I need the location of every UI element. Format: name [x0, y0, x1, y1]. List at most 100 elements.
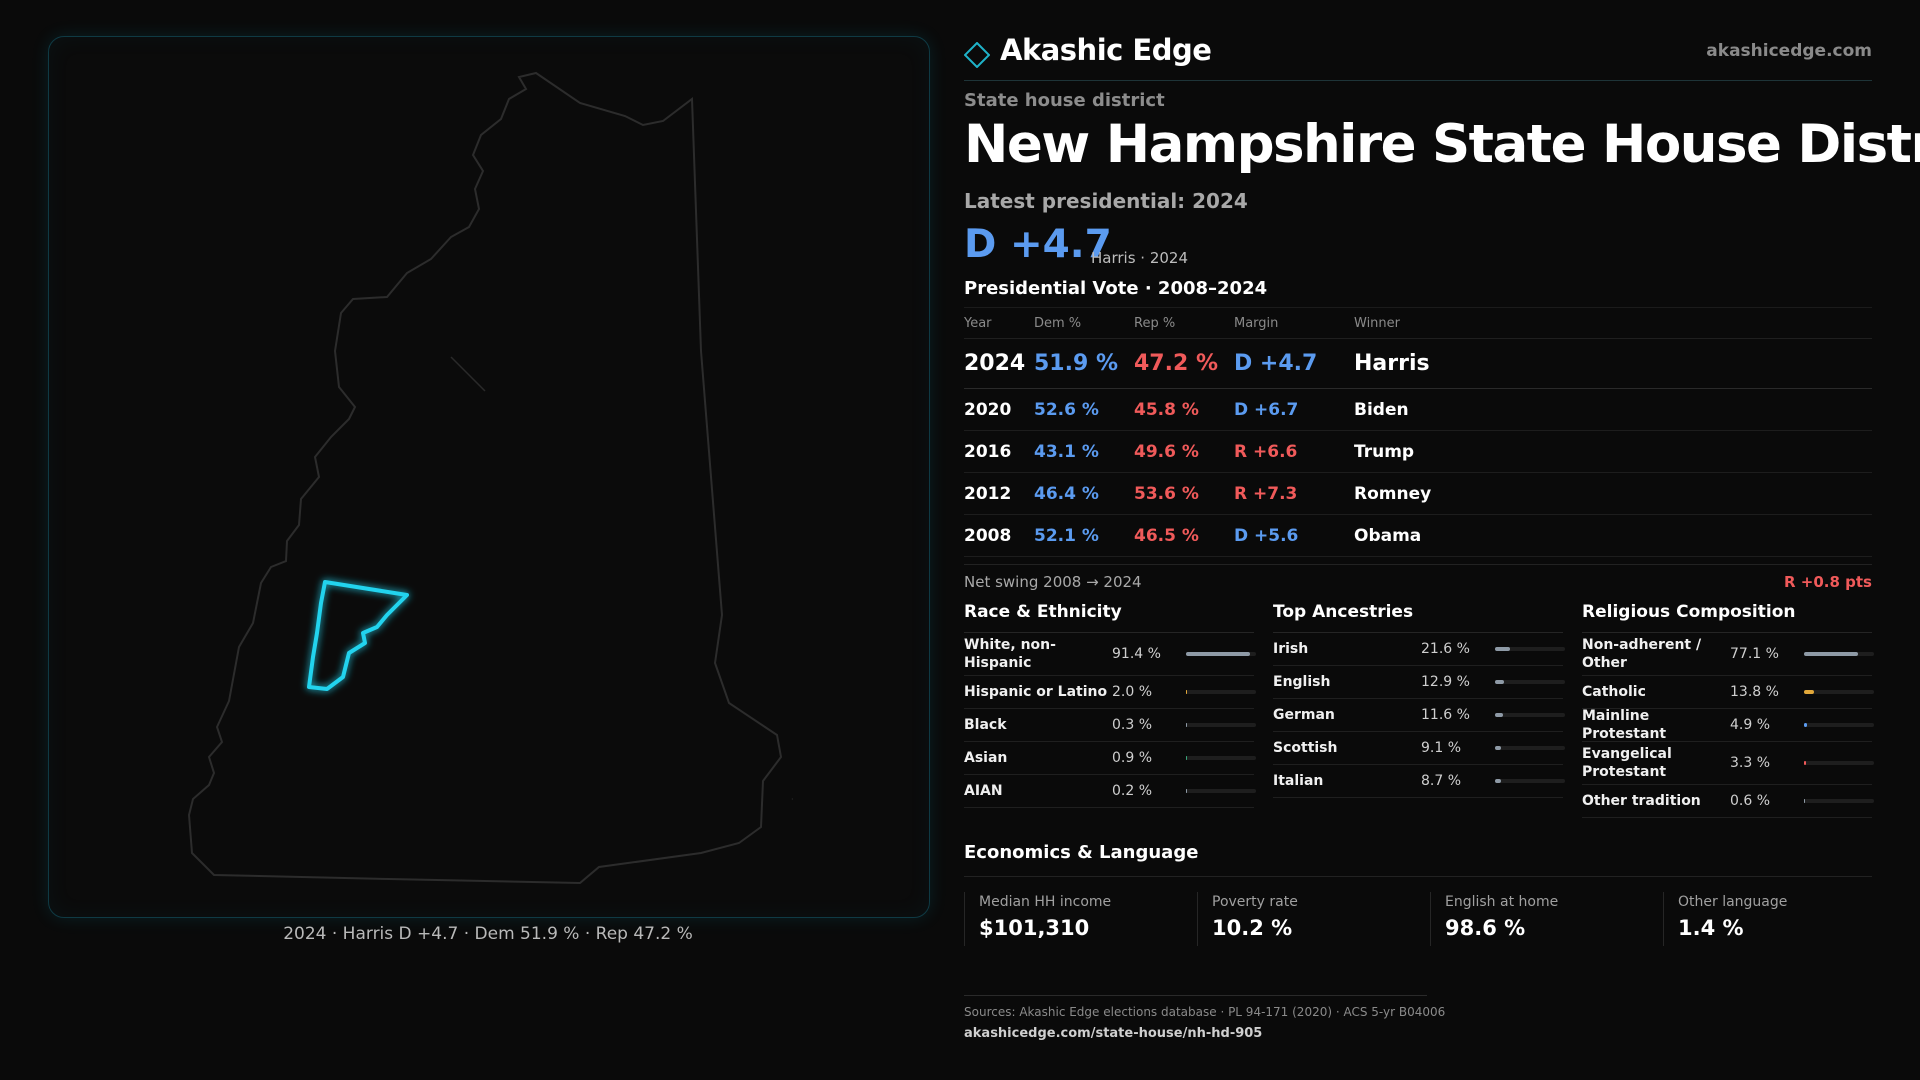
item-label: Mainline Protestant	[1582, 708, 1667, 742]
stat-card: English at home 98.6 %	[1430, 888, 1658, 950]
cell-dem: 52.6 %	[1034, 388, 1134, 431]
item-value: 0.2 %	[1112, 783, 1153, 799]
cell-dem: 52.1 %	[1034, 514, 1134, 557]
list-item: Asian 0.9 %	[964, 742, 1256, 775]
latest-presidential-label: Latest presidential: 2024	[964, 189, 1248, 213]
stat-value: 10.2 %	[1212, 916, 1293, 940]
cell-winner: Biden	[1354, 388, 1872, 431]
list-item: Evangelical Protestant 3.3 %	[1582, 742, 1874, 785]
table-row: 2020 52.6 % 45.8 % D +6.7 Biden	[964, 388, 1872, 431]
item-value: 9.1 %	[1421, 740, 1462, 756]
presidential-vote-title: Presidential Vote · 2008–2024	[964, 278, 1268, 299]
item-value: 2.0 %	[1112, 684, 1153, 700]
share-bar	[1804, 690, 1874, 694]
item-label: Non-adherent / Other	[1582, 637, 1702, 671]
brand-header: Akashic Edge akashicedge.com	[964, 30, 1872, 81]
share-bar-fill	[1186, 690, 1188, 694]
district-type: State house district	[964, 90, 1165, 111]
stat-label: Other language	[1678, 894, 1788, 910]
table-row: 2024 51.9 % 47.2 % D +4.7 Harris	[964, 338, 1872, 389]
list-item: Other tradition 0.6 %	[1582, 785, 1874, 818]
net-swing-label: Net swing 2008 → 2024	[964, 573, 1142, 591]
item-value: 8.7 %	[1421, 773, 1462, 789]
cell-rep: 46.5 %	[1134, 514, 1234, 557]
cell-winner: Trump	[1354, 430, 1872, 473]
col-rep: Rep %	[1134, 307, 1234, 339]
share-bar-fill	[1186, 756, 1188, 760]
stat-card: Median HH income $101,310	[964, 888, 1192, 950]
ancestry-title: Top Ancestries	[1273, 602, 1563, 633]
sources-divider	[964, 995, 1427, 996]
cell-dem: 51.9 %	[1034, 338, 1134, 389]
item-label: AIAN	[964, 783, 1003, 799]
item-value: 91.4 %	[1112, 646, 1161, 662]
state-outline	[187, 71, 783, 885]
item-label: Asian	[964, 750, 1008, 766]
table-header-row: Year Dem % Rep % Margin Winner	[964, 307, 1872, 339]
sources-url-link[interactable]: akashicedge.com/state-house/nh-hd-905	[964, 1026, 1263, 1041]
item-value: 13.8 %	[1730, 684, 1779, 700]
item-value: 21.6 %	[1421, 641, 1470, 657]
item-value: 0.9 %	[1112, 750, 1153, 766]
cell-dem: 43.1 %	[1034, 430, 1134, 473]
district-map[interactable]: ·	[48, 36, 930, 918]
item-label: Hispanic or Latino	[964, 684, 1108, 700]
share-bar-fill	[1495, 647, 1511, 651]
share-bar	[1495, 647, 1565, 651]
map-dot: ·	[791, 795, 794, 804]
brand-url-link[interactable]: akashicedge.com	[1706, 41, 1872, 61]
share-bar-fill	[1804, 652, 1858, 656]
cell-margin: D +6.7	[1234, 388, 1354, 431]
religion-section: Religious Composition Non-adherent / Oth…	[1582, 602, 1874, 818]
share-bar-fill	[1186, 789, 1188, 793]
stat-card: Other language 1.4 %	[1663, 888, 1891, 950]
share-bar	[1186, 690, 1256, 694]
cell-year: 2020	[964, 388, 1034, 431]
table-row: 2008 52.1 % 46.5 % D +5.6 Obama	[964, 514, 1872, 557]
cell-winner: Romney	[1354, 472, 1872, 515]
stat-value: 98.6 %	[1445, 916, 1526, 940]
list-item: Non-adherent / Other 77.1 %	[1582, 633, 1874, 676]
share-bar	[1186, 652, 1256, 656]
col-year: Year	[964, 307, 1034, 339]
brand-name[interactable]: Akashic Edge	[1000, 33, 1212, 67]
stat-card: Poverty rate 10.2 %	[1197, 888, 1425, 950]
share-bar-fill	[1804, 723, 1808, 727]
table-row: 2016 43.1 % 49.6 % R +6.6 Trump	[964, 430, 1872, 473]
list-item: Black 0.3 %	[964, 709, 1256, 742]
table-row: 2012 46.4 % 53.6 % R +7.3 Romney	[964, 472, 1872, 515]
highlighted-district[interactable]	[307, 580, 409, 691]
share-bar-fill	[1495, 713, 1504, 717]
cell-winner: Obama	[1354, 514, 1872, 557]
col-margin: Margin	[1234, 307, 1354, 339]
economics-title: Economics & Language	[964, 842, 1872, 877]
cell-year: 2008	[964, 514, 1034, 557]
cell-winner: Harris	[1354, 338, 1872, 389]
list-item: Scottish 9.1 %	[1273, 732, 1565, 765]
item-value: 0.3 %	[1112, 717, 1153, 733]
sources-text: Sources: Akashic Edge elections database…	[964, 1005, 1446, 1019]
stat-label: Median HH income	[979, 894, 1112, 910]
cell-rep: 49.6 %	[1134, 430, 1234, 473]
col-winner: Winner	[1354, 307, 1872, 339]
list-item: Irish 21.6 %	[1273, 633, 1565, 666]
item-label: White, non-Hispanic	[964, 637, 1056, 671]
share-bar-fill	[1186, 723, 1188, 727]
cell-rep: 45.8 %	[1134, 388, 1234, 431]
race-ethnicity-section: Race & Ethnicity White, non-Hispanic 91.4…	[964, 602, 1256, 808]
stat-value: 1.4 %	[1678, 916, 1744, 940]
cell-rep: 47.2 %	[1134, 338, 1234, 389]
share-bar	[1495, 713, 1565, 717]
share-bar-fill	[1804, 799, 1806, 803]
cell-margin: D +4.7	[1234, 338, 1354, 389]
state-map-svg: ·	[187, 71, 794, 885]
cell-margin: R +7.3	[1234, 472, 1354, 515]
item-label: Evangelical Protestant	[1582, 746, 1672, 780]
share-bar-fill	[1495, 746, 1502, 750]
share-bar-fill	[1186, 652, 1250, 656]
item-value: 77.1 %	[1730, 646, 1779, 662]
card-divider	[1197, 892, 1198, 946]
item-value: 11.6 %	[1421, 707, 1470, 723]
stat-value: $101,310	[979, 916, 1090, 940]
cell-rep: 53.6 %	[1134, 472, 1234, 515]
